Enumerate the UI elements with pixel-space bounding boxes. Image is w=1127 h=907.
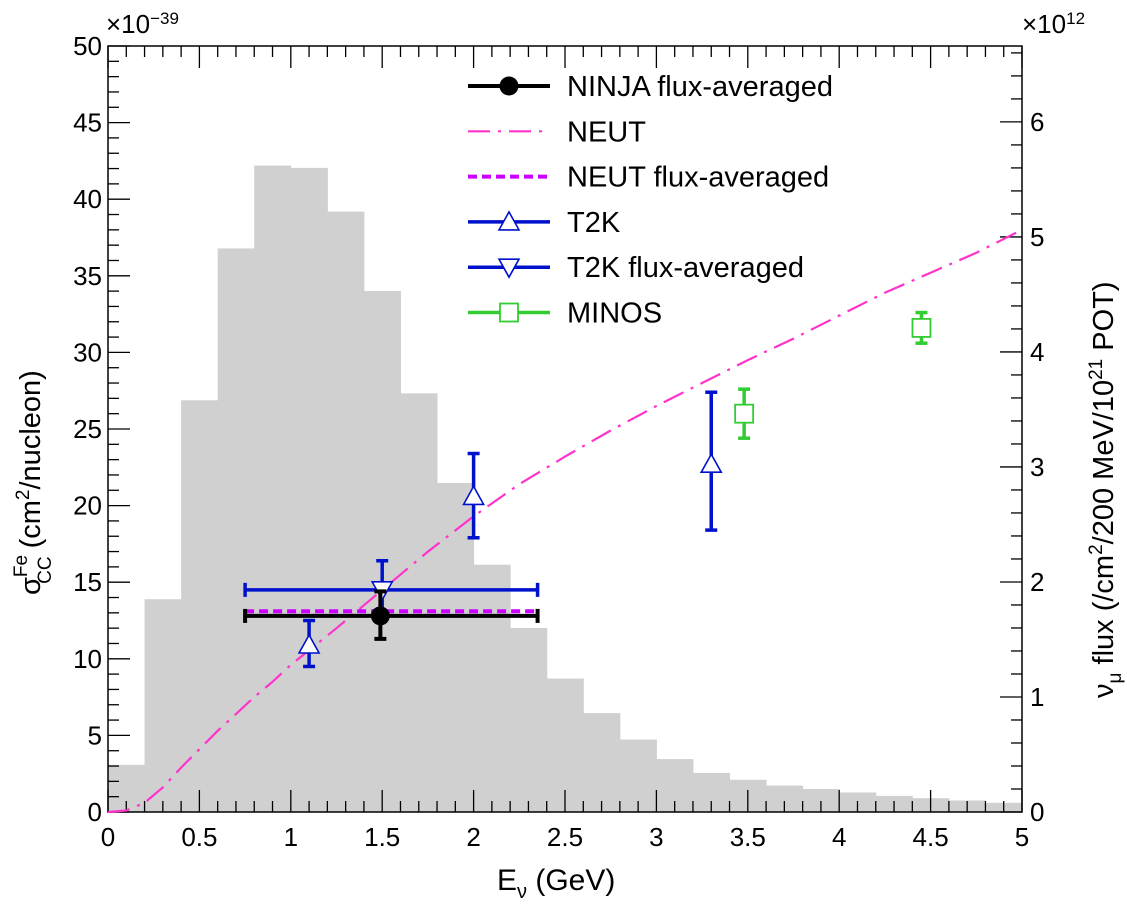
t2k-marker [699, 452, 723, 474]
minos-marker [911, 317, 932, 338]
y-axis-label-left: σFe CC (cm2/nucleon) [11, 370, 56, 595]
legend-label: NINJA flux-averaged [567, 71, 833, 103]
x-tick-label: 1 [284, 822, 298, 852]
y-right-tick-label: 6 [1030, 107, 1044, 137]
legend-entry: T2K flux-averaged [468, 252, 804, 284]
x-tick-label: 0 [101, 822, 115, 852]
legend-entry: NINJA flux-averaged [468, 71, 833, 103]
flux-bin [473, 564, 511, 812]
legend-swatch-marker [499, 302, 519, 323]
y-left-tick-label: 50 [73, 31, 102, 61]
legend-label: MINOS [567, 298, 662, 330]
x-tick-label: 1.5 [364, 822, 400, 852]
flux-bin [327, 211, 365, 812]
left-axis-multiplier: ×10−39 [106, 9, 179, 39]
flux-bin [254, 165, 292, 813]
x-tick-label: 0.5 [181, 822, 217, 852]
flux-bin [583, 713, 621, 812]
flux-bin [290, 167, 328, 813]
flux-bin [400, 393, 438, 812]
axis-ticks: 0 0.5 1 1.5 2 2.5 3 3.5 4 4.5 50510152025303540455… [73, 31, 1044, 852]
legend-entry: NEUT flux-averaged [468, 162, 829, 194]
x-tick-label: 2.5 [547, 822, 583, 852]
minos-marker [734, 403, 755, 424]
flux-bin [437, 483, 475, 812]
y-left-tick-label: 5 [88, 720, 102, 750]
neut-curve [107, 228, 1023, 814]
legend-label: NEUT flux-averaged [567, 162, 829, 194]
x-tick-label: 2 [466, 822, 480, 852]
right-axis-multiplier: ×1012 [1022, 9, 1085, 39]
legend-swatch-marker [497, 210, 521, 231]
x-tick-label: 3.5 [730, 822, 766, 852]
y-left-tick-label: 25 [73, 414, 102, 444]
y-right-tick-label: 3 [1030, 452, 1044, 482]
x-tick-label: 4 [832, 822, 846, 852]
legend-entry: MINOS [468, 298, 662, 330]
t2k-marker [462, 484, 485, 506]
y-axis-label-right: νμ flux (/cm2/200 MeV/1021 POT) [1086, 281, 1126, 698]
flux-bin [546, 678, 584, 812]
y-right-tick-label: 5 [1030, 222, 1044, 252]
legend: NINJA flux-averaged NEUT NEUT flux-average… [468, 71, 833, 330]
legend-entry: NEUT [468, 116, 646, 148]
t2k-marker [297, 633, 321, 654]
legend-label: NEUT [567, 116, 646, 148]
y-right-tick-label: 0 [1030, 797, 1044, 827]
y-left-tick-label: 15 [73, 567, 102, 597]
y-left-tick-label: 20 [73, 491, 102, 521]
y-left-tick-label: 40 [73, 184, 102, 214]
x-tick-label: 3 [649, 822, 663, 852]
flux-bin [363, 290, 401, 812]
y-left-tick-label: 30 [73, 337, 102, 367]
y-right-tick-label: 1 [1030, 682, 1044, 712]
y-left-tick-label: 10 [73, 644, 102, 674]
legend-swatch-marker [497, 258, 521, 279]
flux-bin [619, 739, 657, 812]
flux-bin [802, 788, 840, 812]
x-tick-label: 4.5 [913, 822, 949, 852]
y-right-tick-label: 2 [1030, 567, 1044, 597]
legend-entry: T2K [468, 207, 621, 239]
legend-swatch-marker [499, 76, 519, 96]
flux-bin [217, 248, 255, 813]
y-right-tick-label: 4 [1030, 337, 1044, 367]
data-series [107, 228, 1023, 814]
x-tick-label: 5 [1015, 822, 1029, 852]
legend-label: T2K [567, 207, 621, 239]
legend-label: T2K flux-averaged [567, 252, 804, 284]
flux-bin [144, 599, 182, 812]
y-left-tick-label: 45 [73, 108, 102, 138]
y-left-tick-label: 35 [73, 261, 102, 291]
ninja-marker [370, 606, 390, 626]
flux-bin [181, 400, 219, 812]
y-left-tick-label: 0 [88, 797, 102, 827]
flux-bin [510, 627, 548, 812]
flux-histogram [108, 165, 1023, 813]
x-axis-label: Eν (GeV) [497, 864, 615, 902]
